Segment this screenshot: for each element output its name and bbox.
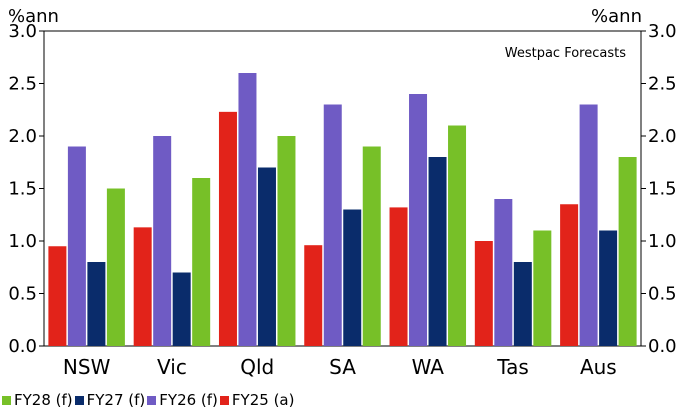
bar-sa-fy26 bbox=[323, 104, 342, 346]
bar-nsw-fy28 bbox=[106, 188, 125, 346]
bar-aus-fy25 bbox=[560, 204, 579, 346]
bar-qld-fy28 bbox=[277, 136, 296, 346]
bar-sa-fy28 bbox=[362, 146, 381, 346]
right-tick-label: 0.5 bbox=[648, 284, 677, 305]
bar-vic-fy28 bbox=[192, 178, 211, 346]
legend-label: FY28 (f) bbox=[14, 391, 73, 409]
bar-qld-fy25 bbox=[218, 111, 237, 346]
bar-qld-fy27 bbox=[257, 167, 276, 346]
left-tick-label: 0.5 bbox=[8, 284, 37, 305]
bar-wa-fy25 bbox=[389, 207, 408, 346]
bar-wa-fy26 bbox=[409, 94, 428, 346]
left-tick-label: 3.0 bbox=[8, 21, 37, 42]
bar-aus-fy28 bbox=[618, 157, 637, 346]
bar-wa-fy27 bbox=[428, 157, 447, 346]
legend-swatch bbox=[219, 395, 229, 405]
bar-nsw-fy25 bbox=[48, 246, 67, 346]
bar-sa-fy25 bbox=[304, 245, 323, 346]
left-tick-label: 0.0 bbox=[8, 336, 37, 357]
legend-label: FY27 (f) bbox=[86, 391, 146, 409]
legend-swatch bbox=[2, 395, 11, 405]
legend-item: FY28 (f) bbox=[2, 391, 73, 409]
chart-annotation: Westpac Forecasts bbox=[505, 46, 626, 61]
category-label: Qld bbox=[240, 355, 274, 379]
bar-aus-fy26 bbox=[579, 104, 598, 346]
bar-tas-fy27 bbox=[513, 262, 532, 346]
bar-nsw-fy26 bbox=[67, 146, 86, 346]
right-tick-label: 2.5 bbox=[648, 74, 677, 95]
bar-aus-fy27 bbox=[599, 230, 618, 346]
bar-tas-fy26 bbox=[494, 199, 513, 346]
left-tick-label: 2.5 bbox=[8, 74, 37, 95]
right-tick-label: 2.0 bbox=[648, 126, 677, 147]
right-tick-label: 1.5 bbox=[648, 179, 677, 200]
left-tick-label: 1.5 bbox=[8, 179, 37, 200]
category-label: SA bbox=[329, 355, 356, 379]
bar-vic-fy25 bbox=[133, 227, 152, 346]
category-label: NSW bbox=[63, 355, 111, 379]
bar-vic-fy27 bbox=[172, 272, 191, 346]
category-label: WA bbox=[412, 355, 445, 379]
left-axis-unit: %ann bbox=[8, 6, 59, 27]
plot-area-border bbox=[43, 30, 642, 347]
right-tick-label: 3.0 bbox=[648, 21, 677, 42]
bar-chart: %ann %ann Westpac Forecasts 0.0 0.0 0.5 0.5… bbox=[8, 6, 677, 379]
left-tick-label: 1.0 bbox=[8, 231, 37, 252]
legend-swatch bbox=[147, 395, 157, 405]
legend-label: FY25 (a) bbox=[231, 391, 295, 409]
left-tick-label: 2.0 bbox=[8, 126, 37, 147]
category-label: Vic bbox=[157, 355, 187, 379]
chart-legend: FY28 (f) FY27 (f) FY26 (f) FY25 (a) bbox=[2, 391, 296, 409]
legend-item: FY25 (a) bbox=[219, 391, 295, 409]
legend-item: FY26 (f) bbox=[147, 391, 218, 409]
category-label: Tas bbox=[496, 355, 529, 379]
legend-item: FY27 (f) bbox=[74, 391, 146, 409]
bar-tas-fy25 bbox=[474, 241, 493, 346]
legend-label: FY26 (f) bbox=[159, 391, 218, 409]
legend-swatch bbox=[74, 395, 84, 405]
category-label: Aus bbox=[580, 355, 617, 379]
right-tick-label: 1.0 bbox=[648, 231, 677, 252]
bar-vic-fy26 bbox=[153, 136, 172, 346]
bar-tas-fy28 bbox=[533, 230, 552, 346]
right-tick-label: 0.0 bbox=[648, 336, 677, 357]
bar-nsw-fy27 bbox=[87, 262, 106, 346]
right-axis-unit: %ann bbox=[591, 6, 642, 27]
bar-sa-fy27 bbox=[343, 209, 362, 346]
bar-qld-fy26 bbox=[238, 73, 257, 346]
bar-wa-fy28 bbox=[448, 125, 467, 346]
